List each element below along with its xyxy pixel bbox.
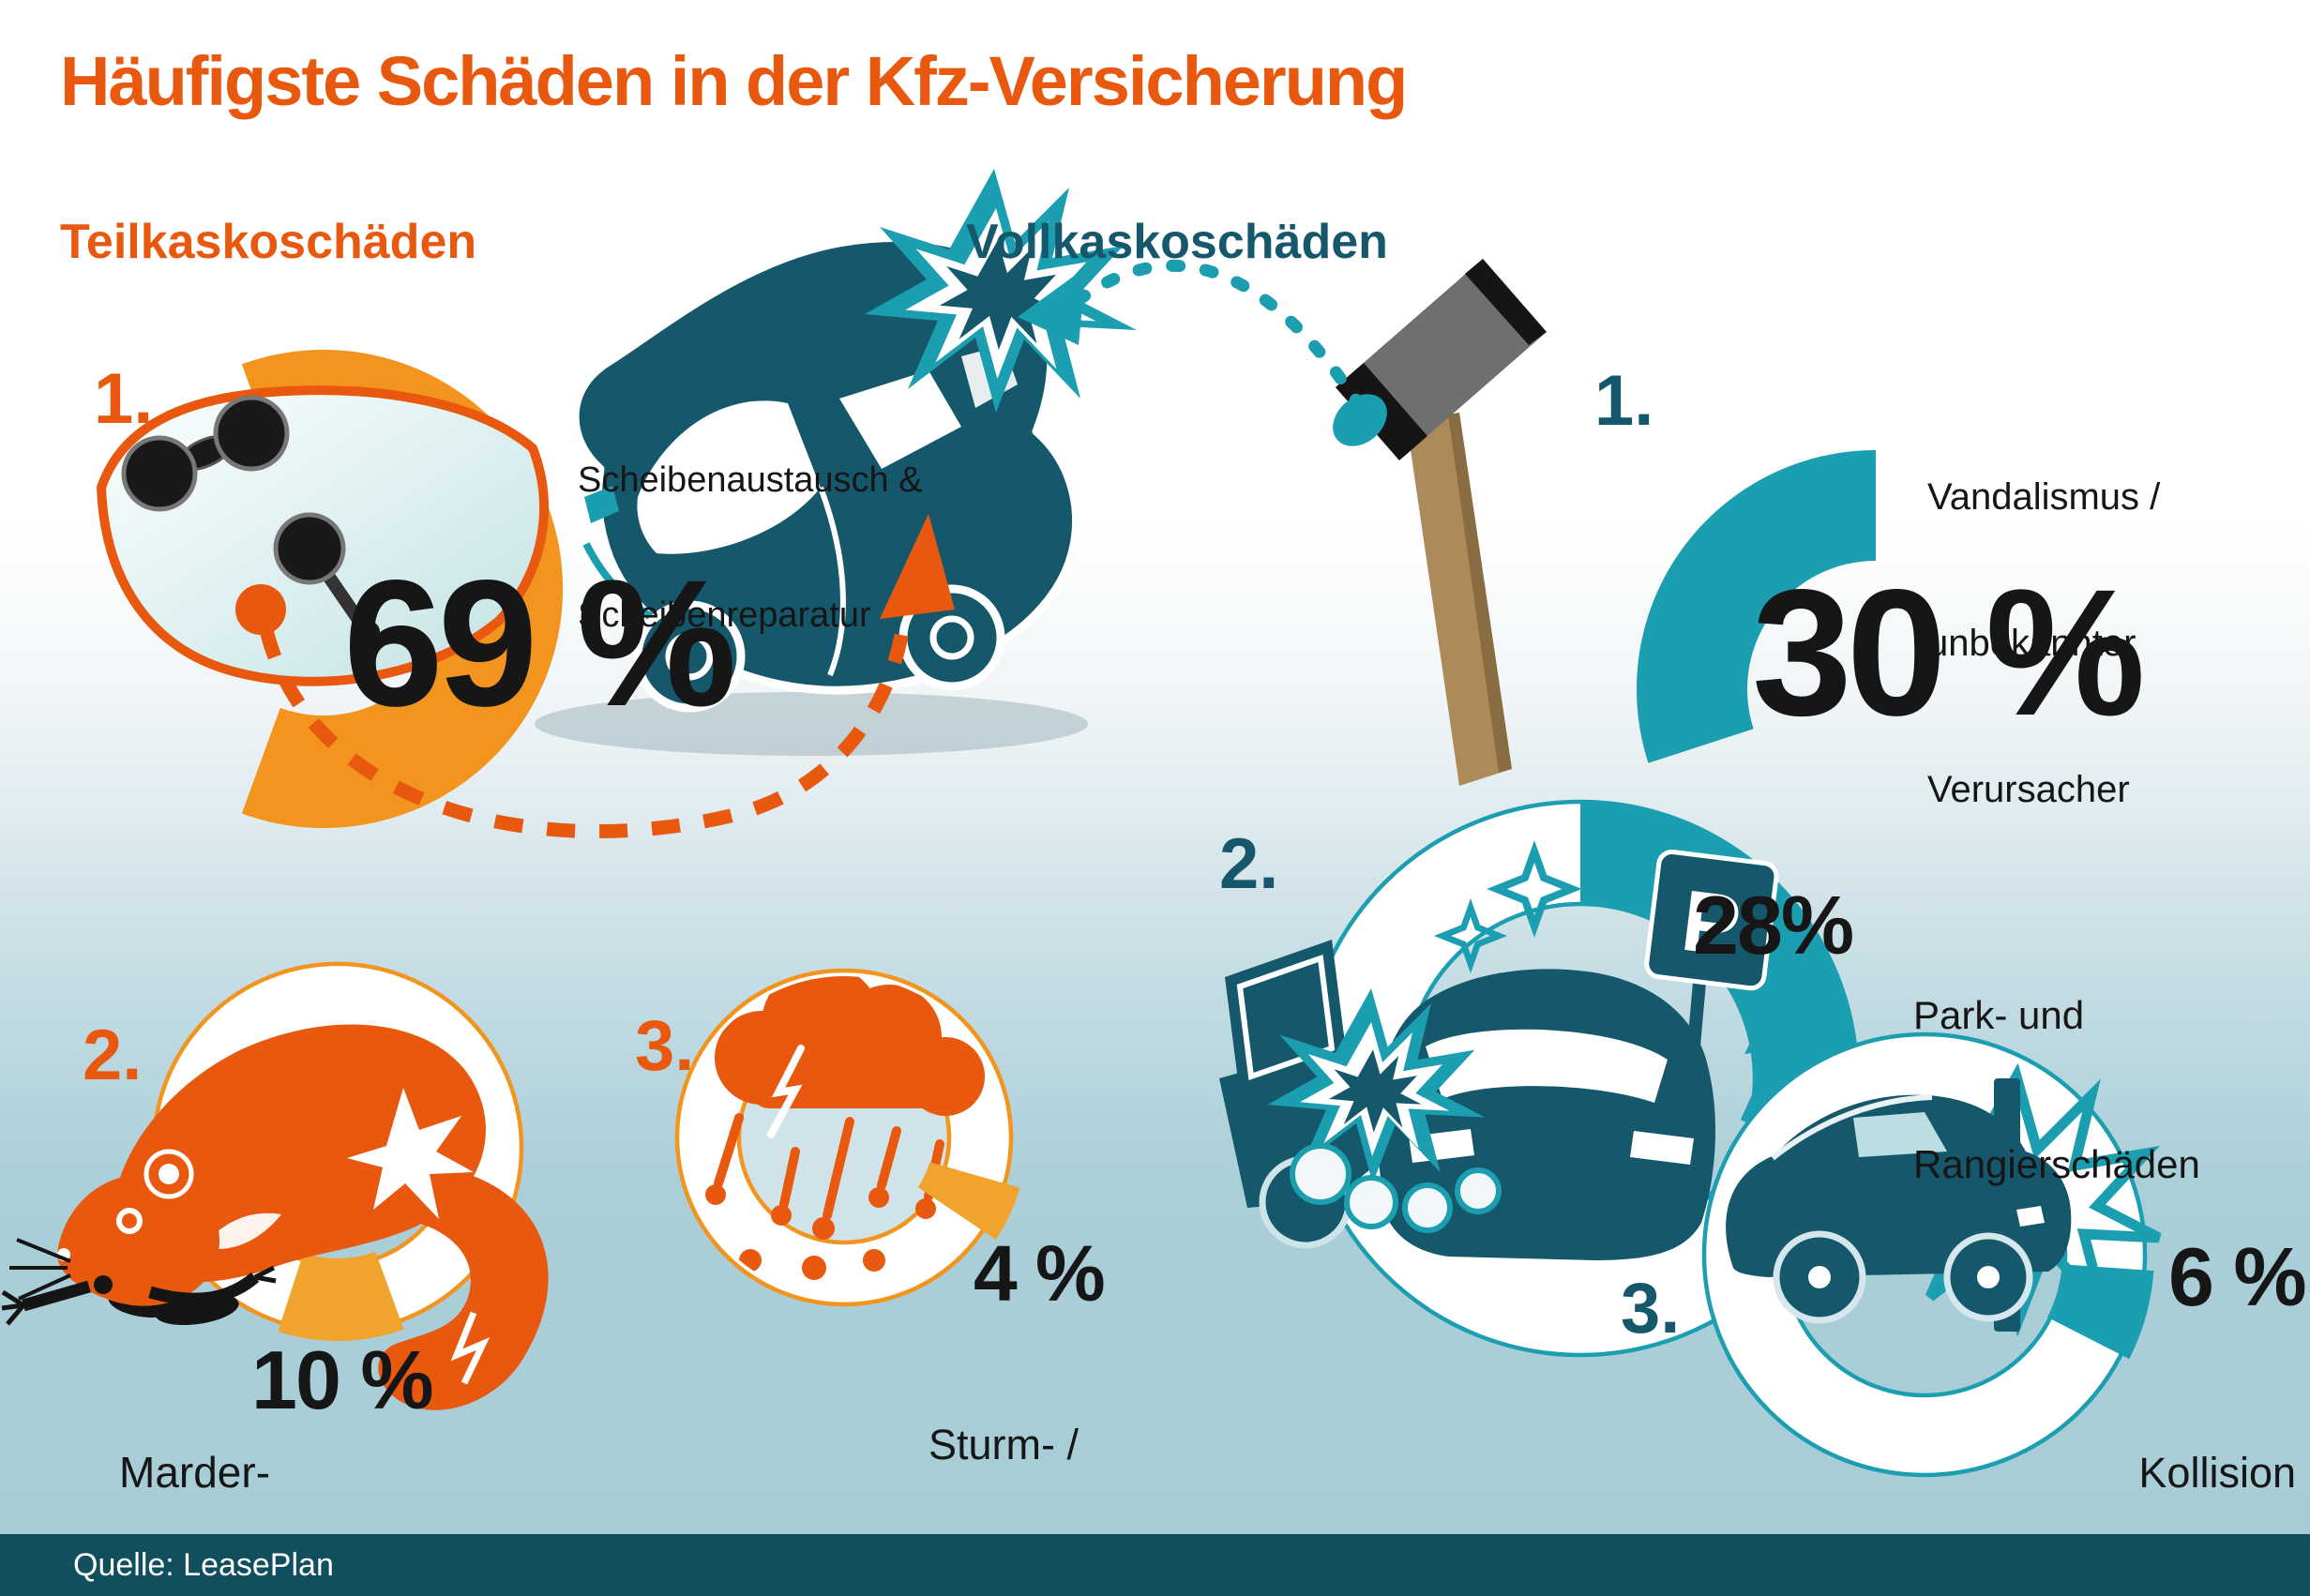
label-line: Rangierschäden [1913,1142,2200,1186]
bitten-cable-icon [1,1265,277,1326]
collision-scene [1726,1077,2159,1332]
label-vollkasko-2: Park- und Rangierschäden [1913,891,2200,1288]
spark-lightning-icon [1740,981,1789,1123]
rank-teilkasko-1: 1. [94,359,154,439]
heading-teilkasko: Teilkaskoschäden [60,215,477,269]
label-line: Vandalismus / [1927,476,2161,518]
label-line: Kollision [2138,1449,2296,1497]
storm-4pct-wedge [917,1162,1020,1240]
vandalism-donut-arc [1637,450,1876,763]
footer-bar: Quelle: LeasePlan [0,1534,2310,1596]
rank-vollkasko-3: 3. [1621,1269,1681,1348]
marten-whiskers [9,1238,71,1301]
marten-icon [1,1024,549,1410]
label-line: unbekannter [1927,623,2136,664]
label-teilkasko-1: Scheibenaustausch & Scheibenreparatur [578,368,923,728]
suction-cup-tool-icon [121,395,380,643]
value-vollkasko-1: 30 % [1752,551,2146,753]
page-title: Häufigste Schäden in der Kfz-Versicherun… [60,42,1408,120]
dotted-path-to-windshield [259,514,955,838]
source-credit: Quelle: LeasePlan [73,1547,334,1583]
rank-teilkasko-3: 3. [635,1006,695,1086]
path-start-dot [235,584,286,635]
lightning-icon [767,1045,805,1138]
label-line: Park- und [1913,993,2085,1037]
label-line: Verursacher [1927,769,2130,810]
label-line: Scheibenaustausch & [578,460,923,500]
rank-vollkasko-2: 2. [1219,824,1279,904]
windshield-repair-icon [97,385,549,686]
label-line: Marder- [119,1448,271,1497]
rank-teilkasko-2: 2. [83,1016,143,1095]
value-vollkasko-2: 28% [1693,879,1854,971]
collision-6pct-wedge [2047,1264,2154,1360]
value-teilkasko-1: 69 % [343,542,737,744]
value-teilkasko-2: 10 % [251,1333,434,1426]
rank-vollkasko-1: 1. [1594,361,1654,441]
label-line: Sturm- / [928,1421,1079,1468]
parking-crash-scene [1219,851,1789,1260]
parking-sign-letter: P [1677,873,1745,975]
marten-10pct-wedge [278,1251,404,1342]
label-line: Scheibenreparatur [578,595,871,635]
heading-vollkasko: Vollkaskoschäden [966,215,1388,269]
orange-arrow-icon [880,514,955,619]
value-teilkasko-3: 4 % [974,1229,1106,1317]
teal-arrow-icon [1018,267,1086,345]
label-vollkasko-3: Kollision mit Objekt [2016,1339,2296,1596]
hammer-icon [1333,259,1547,786]
colliding-car-icon [1726,1094,2072,1324]
label-vollkasko-1: Vandalismus / unbekannter Verursacher [1927,375,2160,911]
storm-donut-ring [674,968,1020,1307]
impact-cloud-icon [1290,1143,1502,1233]
dotted-path-to-crash [1018,259,1365,410]
value-vollkasko-3: 6 % [2168,1230,2307,1323]
label-teilkasko-2: Marder- schaden [119,1336,282,1596]
